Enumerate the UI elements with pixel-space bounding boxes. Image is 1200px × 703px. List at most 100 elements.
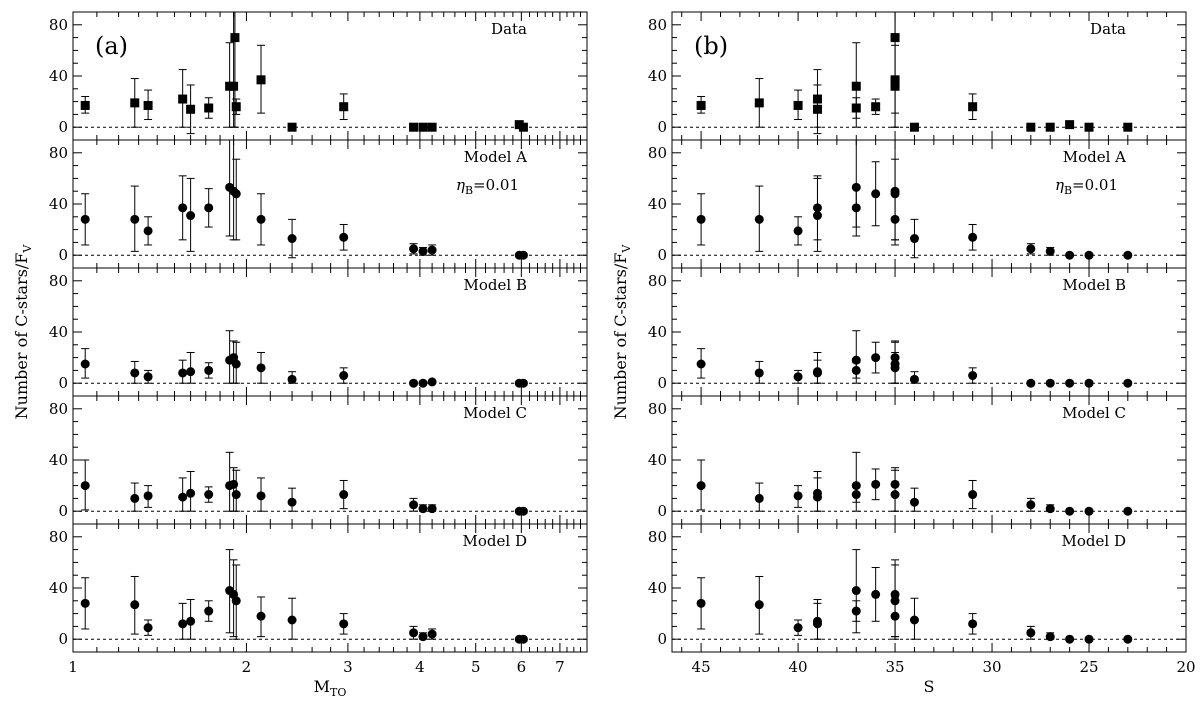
data-point (1065, 120, 1075, 130)
data-point (229, 479, 239, 489)
y-tick-label: 40 (49, 579, 68, 597)
data-point (968, 371, 978, 381)
data-point (968, 490, 978, 500)
data-point (1026, 244, 1036, 254)
data-point (130, 600, 140, 610)
data-point (287, 615, 297, 625)
data-point (427, 504, 437, 514)
data-point (909, 374, 919, 384)
y-tick-label: 0 (657, 630, 667, 648)
data-point (80, 100, 90, 110)
data-point (230, 33, 240, 43)
y-tick-label: 40 (49, 323, 68, 341)
data-point (256, 363, 266, 373)
panel-b-2: 0 40 80 Model B (648, 267, 1187, 397)
y-tick-label: 0 (657, 246, 667, 264)
data-point (851, 481, 861, 491)
panel-label: Model C (463, 404, 527, 422)
data-point (409, 628, 419, 638)
data-point (178, 94, 188, 104)
data-point (793, 491, 803, 501)
data-point (909, 234, 919, 244)
y-tick-label: 40 (49, 67, 68, 85)
data-point (518, 506, 528, 516)
data-point (186, 616, 196, 626)
panel-annotation: ηB=0.01 (456, 176, 519, 197)
data-point (418, 632, 428, 642)
data-point (1123, 506, 1133, 516)
data-point (130, 493, 140, 503)
x-axis-label: MTO (314, 677, 347, 699)
data-point (812, 616, 822, 626)
data-point (909, 122, 919, 132)
x-tick-label: 35 (886, 658, 905, 676)
panel-b-4: 0 40 80 Model D (648, 523, 1187, 653)
data-point (871, 479, 881, 489)
y-tick-label: 40 (648, 67, 667, 85)
x-tick-label: 6 (517, 658, 527, 676)
data-point (851, 182, 861, 192)
data-point (409, 500, 419, 510)
panel-label: Model B (464, 276, 527, 294)
y-axis-label: Number of C-stars/FV (12, 244, 34, 420)
panel-a-1: 0 40 80 Model A ηB=0.01 (49, 139, 588, 269)
data-point (851, 355, 861, 365)
data-point (143, 100, 153, 110)
data-point (812, 488, 822, 498)
data-point (178, 619, 188, 629)
data-point (909, 615, 919, 625)
data-point (427, 245, 437, 255)
data-point (339, 371, 349, 381)
y-tick-label: 80 (49, 272, 68, 290)
data-point (418, 122, 428, 132)
y-tick-label: 0 (58, 502, 68, 520)
data-point (1084, 250, 1094, 260)
data-point (339, 232, 349, 242)
data-point (231, 596, 241, 606)
data-point (80, 214, 90, 224)
data-point (793, 100, 803, 110)
data-point (143, 491, 153, 501)
data-point (1065, 378, 1075, 388)
data-point (968, 619, 978, 629)
data-point (1084, 378, 1094, 388)
data-point (754, 98, 764, 108)
data-point (518, 250, 528, 260)
data-point (143, 623, 153, 633)
data-point (418, 504, 428, 514)
data-point (130, 214, 140, 224)
panel-label: Data (491, 20, 527, 38)
panel-a-0: 0 40 80 Data (49, 11, 588, 141)
data-point (1084, 122, 1094, 132)
data-point (909, 497, 919, 507)
chart-b: 0 40 80 Data 0 40 80 Model A ηB=0.01 0 40 80 Model B… (611, 11, 1196, 696)
data-point (518, 122, 528, 132)
data-point (178, 203, 188, 213)
y-tick-label: 80 (648, 16, 667, 34)
data-point (1065, 506, 1075, 516)
data-point (754, 493, 764, 503)
data-point (812, 367, 822, 377)
y-tick-label: 80 (49, 528, 68, 546)
data-point (1045, 122, 1055, 132)
data-point (256, 75, 266, 85)
data-point (1026, 378, 1036, 388)
data-point (1065, 250, 1075, 260)
data-point (80, 481, 90, 491)
data-point (1084, 506, 1094, 516)
data-point (409, 244, 419, 254)
panel-label: Model B (1063, 276, 1126, 294)
panel-a-3: 0 40 80 Model C (49, 395, 588, 525)
data-point (518, 378, 528, 388)
x-tick-label: 45 (692, 658, 711, 676)
x-tick-label: 3 (343, 658, 353, 676)
x-tick-label: 4 (415, 658, 425, 676)
y-tick-label: 0 (58, 246, 68, 264)
data-point (871, 353, 881, 363)
data-point (851, 81, 861, 91)
y-tick-label: 80 (648, 272, 667, 290)
y-tick-label: 0 (657, 374, 667, 392)
y-tick-label: 40 (49, 451, 68, 469)
data-point (696, 214, 706, 224)
